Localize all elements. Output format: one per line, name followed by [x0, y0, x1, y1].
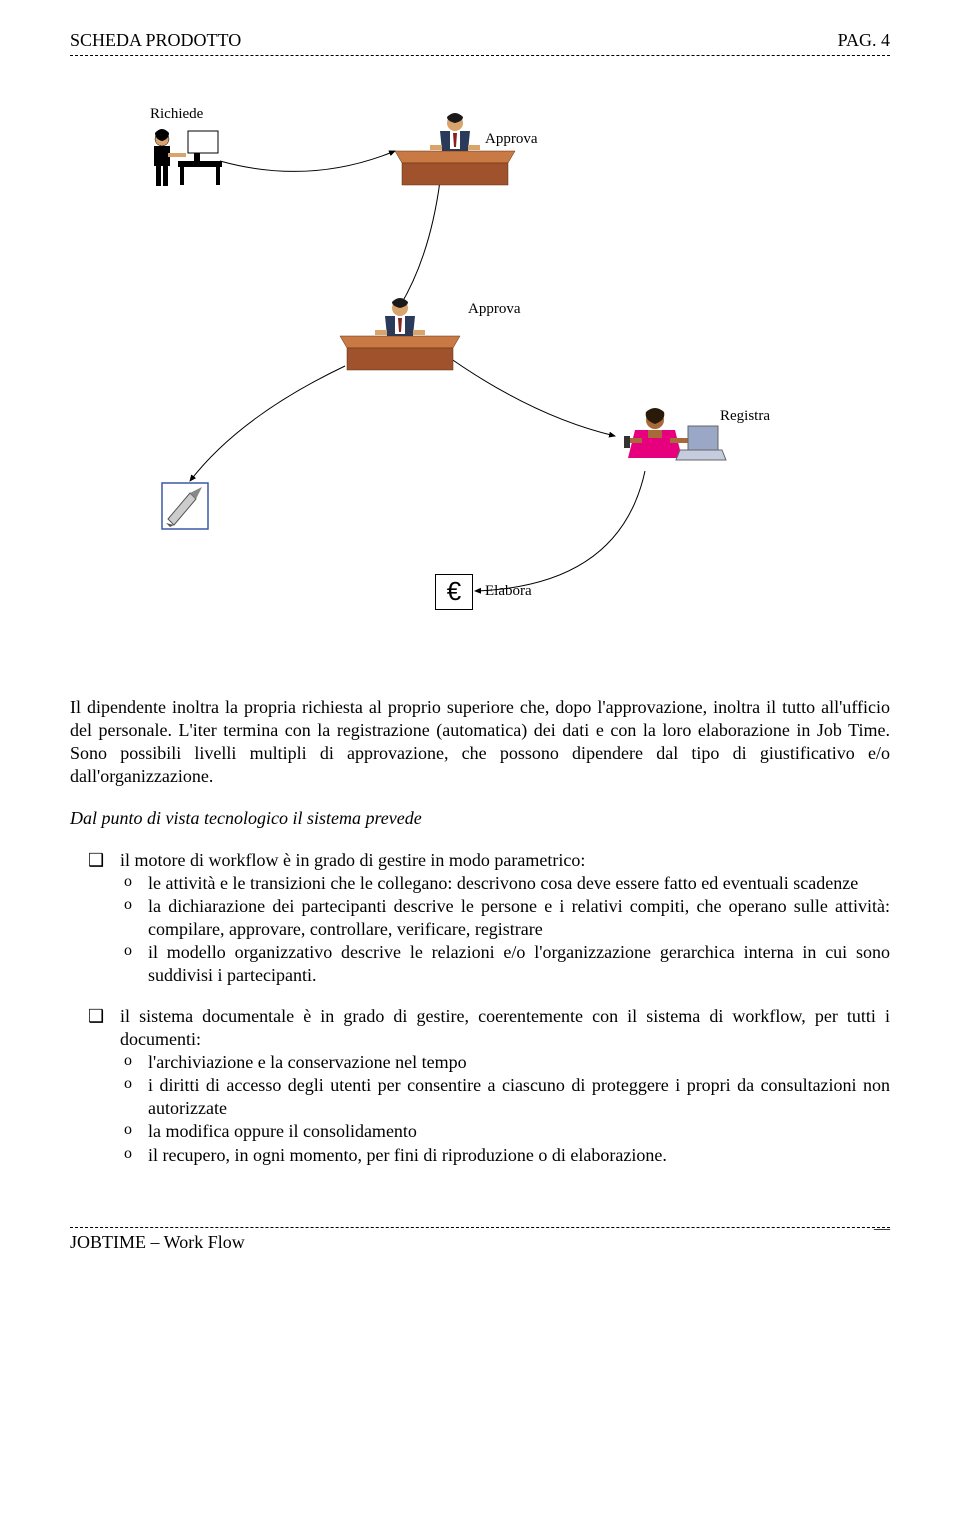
bullet-1: il motore di workflow è in grado di gest…	[120, 849, 890, 987]
bullet-2-sub-2: i diritti di accesso degli utenti per co…	[148, 1074, 890, 1120]
bullet-1-sub-2: la dichiarazione dei partecipanti descri…	[148, 895, 890, 941]
node-euro-icon: €	[435, 574, 473, 610]
page-footer: JOBTIME – Work Flow	[70, 1228, 890, 1283]
page-header: SCHEDA PRODOTTO PAG. 4	[70, 0, 890, 55]
label-richiede: Richiede	[150, 106, 203, 123]
italic-intro: Dal punto di vista tecnologico il sistem…	[70, 808, 890, 829]
bullet-2-sub-1: l'archiviazione e la conservazione nel t…	[148, 1051, 890, 1074]
label-approva1: Approva	[485, 131, 538, 148]
bullet-list: il motore di workflow è in grado di gest…	[70, 849, 890, 1166]
header-rule	[70, 55, 890, 56]
node-approva1-icon	[390, 111, 520, 191]
bullet-1-sub-1: le attività e le transizioni che le coll…	[148, 872, 890, 895]
node-richiede-icon	[140, 121, 225, 191]
bullet-1-sub-3: il modello organizzativo descrive le rel…	[148, 941, 890, 987]
label-elabora: Elabora	[485, 583, 532, 600]
footer-tick: __	[874, 1215, 890, 1233]
header-right: PAG. 4	[838, 30, 890, 51]
bullet-2-sub-4: il recupero, in ogni momento, per fini d…	[148, 1144, 890, 1167]
node-approva2-icon	[335, 296, 465, 376]
paragraph-main: Il dipendente inoltra la propria richies…	[70, 696, 890, 788]
bullet-2: il sistema documentale è in grado di ges…	[120, 1005, 890, 1166]
footer-rule	[70, 1227, 890, 1228]
workflow-diagram: Richiede Approva Approva	[90, 106, 870, 666]
label-registra: Registra	[720, 408, 770, 425]
bullet-2-sub-3: la modifica oppure il consolidamento	[148, 1120, 890, 1143]
node-registra-icon	[610, 406, 730, 486]
label-approva2: Approva	[468, 301, 521, 318]
header-left: SCHEDA PRODOTTO	[70, 30, 241, 51]
node-mail-icon	[160, 481, 210, 531]
